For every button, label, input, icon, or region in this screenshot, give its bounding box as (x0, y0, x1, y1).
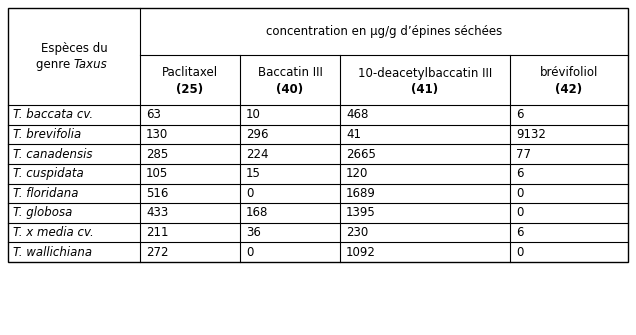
Text: (42): (42) (555, 82, 583, 95)
Text: Taxus: Taxus (74, 58, 107, 71)
Text: 77: 77 (516, 147, 531, 160)
Text: 433: 433 (146, 206, 169, 219)
Text: 0: 0 (246, 246, 253, 259)
Text: (41): (41) (411, 82, 439, 95)
Text: 168: 168 (246, 206, 268, 219)
Text: 130: 130 (146, 128, 169, 141)
Text: 516: 516 (146, 187, 169, 200)
Text: 272: 272 (146, 246, 169, 259)
Text: 285: 285 (146, 147, 169, 160)
Text: 41: 41 (346, 128, 361, 141)
Text: 1689: 1689 (346, 187, 376, 200)
Text: 296: 296 (246, 128, 268, 141)
Text: 10: 10 (246, 108, 261, 121)
Text: Espèces du: Espèces du (41, 42, 107, 55)
Text: 0: 0 (516, 187, 523, 200)
Text: Baccatin III: Baccatin III (258, 67, 322, 79)
Text: 63: 63 (146, 108, 161, 121)
Text: 1092: 1092 (346, 246, 376, 259)
Text: 224: 224 (246, 147, 268, 160)
Text: T. globosa: T. globosa (13, 206, 73, 219)
Text: 9132: 9132 (516, 128, 546, 141)
Text: 0: 0 (516, 206, 523, 219)
Text: T. baccata cv.: T. baccata cv. (13, 108, 93, 121)
Text: T. floridana: T. floridana (13, 187, 78, 200)
Text: brévifoliol: brévifoliol (540, 67, 598, 79)
Text: 15: 15 (246, 167, 261, 180)
Text: 0: 0 (516, 246, 523, 259)
Text: T. x media cv.: T. x media cv. (13, 226, 93, 239)
Text: T. brevifolia: T. brevifolia (13, 128, 81, 141)
Text: 10-deacetylbaccatin III: 10-deacetylbaccatin III (358, 67, 492, 79)
Text: 6: 6 (516, 167, 523, 180)
Text: T. cuspidata: T. cuspidata (13, 167, 84, 180)
Text: 36: 36 (246, 226, 261, 239)
Text: 230: 230 (346, 226, 368, 239)
Text: (25): (25) (176, 82, 204, 95)
Text: concentration en μg/g d’épines séchées: concentration en μg/g d’épines séchées (266, 25, 502, 38)
Text: 0: 0 (246, 187, 253, 200)
Bar (8, 8, 628, 262)
Text: (40): (40) (277, 82, 303, 95)
Text: Paclitaxel: Paclitaxel (162, 67, 218, 79)
Text: 211: 211 (146, 226, 169, 239)
Text: genre: genre (36, 58, 74, 71)
Text: 120: 120 (346, 167, 368, 180)
Text: 468: 468 (346, 108, 368, 121)
Text: 6: 6 (516, 108, 523, 121)
Text: 6: 6 (516, 226, 523, 239)
Text: 2665: 2665 (346, 147, 376, 160)
Text: 1395: 1395 (346, 206, 376, 219)
Text: 105: 105 (146, 167, 169, 180)
Text: T. canadensis: T. canadensis (13, 147, 92, 160)
Text: T. wallichiana: T. wallichiana (13, 246, 92, 259)
